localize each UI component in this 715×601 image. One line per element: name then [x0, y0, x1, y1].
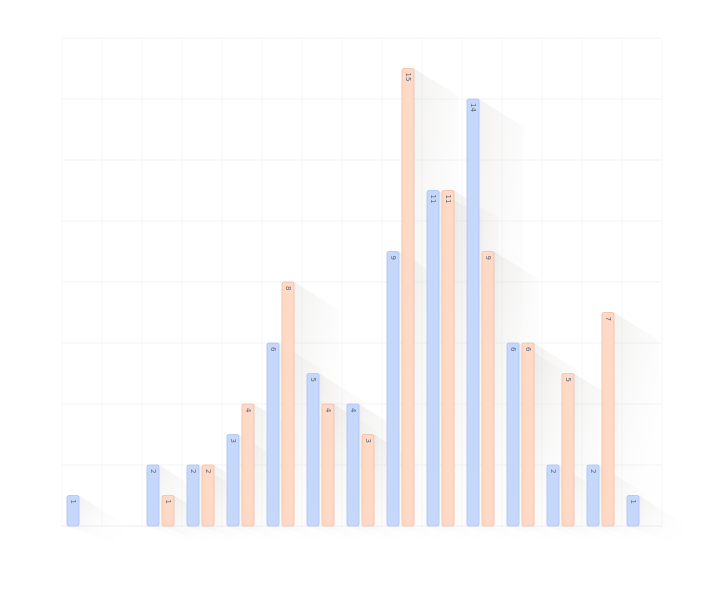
bar[interactable] — [426, 190, 440, 527]
bar[interactable] — [466, 98, 480, 527]
bar-value-label: 2 — [189, 469, 197, 473]
bar[interactable] — [321, 403, 335, 527]
bar-value-label: 14 — [469, 103, 477, 112]
bar-value-label: 6 — [509, 347, 517, 352]
bar-value-label: 5 — [309, 378, 317, 382]
bar[interactable] — [601, 312, 615, 527]
bar[interactable] — [361, 434, 375, 527]
bar-value-label: 2 — [589, 469, 597, 473]
bar[interactable] — [561, 373, 575, 527]
bar[interactable] — [546, 464, 560, 527]
bar[interactable] — [241, 403, 255, 527]
bar-value-label: 4 — [324, 408, 332, 413]
bar[interactable] — [266, 342, 280, 527]
bar[interactable] — [441, 190, 455, 527]
bar[interactable] — [626, 495, 640, 527]
bar-shadow — [602, 312, 658, 548]
bar-value-label: 4 — [244, 408, 252, 413]
bar-value-label: 3 — [364, 439, 372, 443]
bar-value-label: 1 — [69, 500, 77, 504]
bar[interactable] — [66, 495, 80, 527]
bar-value-label: 7 — [604, 317, 612, 321]
bar-value-label: 2 — [204, 469, 212, 473]
bar[interactable] — [346, 403, 360, 527]
bar-value-label: 15 — [404, 73, 412, 82]
bar[interactable] — [281, 281, 295, 527]
bar-value-label: 8 — [284, 286, 292, 290]
bar[interactable] — [161, 495, 175, 527]
bar-value-label: 2 — [149, 469, 157, 473]
bar[interactable] — [481, 251, 495, 527]
bar[interactable] — [586, 464, 600, 527]
bar[interactable] — [386, 251, 400, 527]
bar-value-label: 3 — [229, 439, 237, 443]
bar-value-label: 6 — [524, 347, 532, 352]
bar-value-label: 5 — [564, 378, 572, 382]
bar-shadow — [67, 495, 123, 548]
bar[interactable] — [146, 464, 160, 527]
bar[interactable] — [186, 464, 200, 527]
bar[interactable] — [226, 434, 240, 527]
bar-value-label: 6 — [269, 347, 277, 352]
bar-value-label: 4 — [349, 408, 357, 413]
bar-value-label: 9 — [389, 256, 397, 260]
bar[interactable] — [306, 373, 320, 527]
bar-value-label: 1 — [629, 500, 637, 504]
bar[interactable] — [201, 464, 215, 527]
bar-value-label: 2 — [549, 469, 557, 473]
bar[interactable] — [506, 342, 520, 527]
bar-value-label: 9 — [484, 256, 492, 260]
bar-value-label: 11 — [429, 195, 437, 204]
bar[interactable] — [401, 68, 415, 527]
bar-value-label: 11 — [444, 195, 452, 204]
bar[interactable] — [521, 342, 535, 527]
bars — [66, 68, 640, 527]
bar-value-label: 1 — [164, 500, 172, 504]
